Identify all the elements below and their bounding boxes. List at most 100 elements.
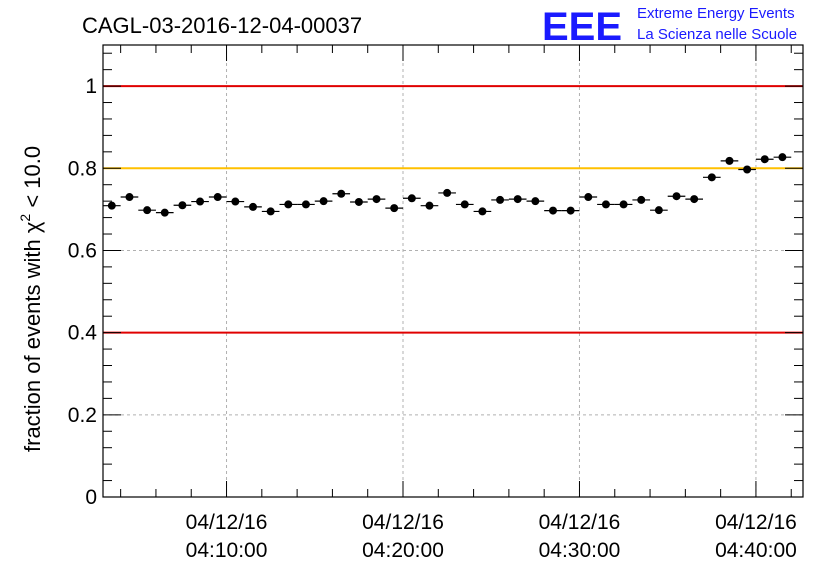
y-tick-label: 0 <box>85 486 97 509</box>
data-point <box>455 200 474 209</box>
chart-title: CAGL-03-2016-12-04-00037 <box>82 13 362 38</box>
point-marker <box>619 200 628 209</box>
data-point <box>191 197 209 206</box>
data-point <box>103 201 121 210</box>
data-point <box>279 200 298 209</box>
point-marker <box>707 173 716 182</box>
data-point <box>526 197 545 206</box>
x-tick-time: 04:40:00 <box>715 539 797 562</box>
logo-line-2: La Scienza nelle Scuole <box>637 26 797 43</box>
data-points <box>103 153 792 217</box>
point-marker <box>743 165 752 174</box>
data-point <box>720 156 739 165</box>
data-point <box>420 201 439 210</box>
point-marker <box>443 188 452 197</box>
y-tick-label: 0.6 <box>68 239 97 262</box>
point-marker <box>566 206 575 215</box>
x-tick-date: 04/12/16 <box>186 511 268 534</box>
data-point <box>261 207 280 216</box>
point-marker <box>549 206 557 215</box>
data-point <box>491 195 509 204</box>
point-marker <box>407 194 416 203</box>
y-tick-label: 1 <box>85 75 97 98</box>
x-axis-ticks: 04/12/16 04:10:00 04/12/16 04:20:00 04/12/16… <box>120 45 797 562</box>
data-point <box>138 206 156 215</box>
data-point <box>473 207 492 216</box>
y-axis-title-main: fraction of events with χ <box>20 221 45 452</box>
y-tick-label: 0.2 <box>68 404 97 427</box>
data-point <box>508 195 527 204</box>
point-marker <box>601 200 610 209</box>
data-point <box>685 195 703 204</box>
grid-lines <box>103 45 803 497</box>
data-point <box>597 200 615 209</box>
point-marker <box>196 197 205 206</box>
point-marker <box>390 204 399 213</box>
eee-logo: EEE Extreme Energy Events La Scienza nel… <box>542 5 797 49</box>
point-marker <box>478 207 487 216</box>
point-marker <box>107 201 116 210</box>
data-point <box>544 206 562 215</box>
data-point <box>120 193 139 202</box>
point-marker <box>760 155 769 164</box>
data-point <box>738 165 756 174</box>
plot-frame <box>102 44 804 498</box>
data-point <box>173 201 192 210</box>
point-marker <box>425 201 434 210</box>
x-tick-time: 04:20:00 <box>362 539 444 562</box>
point-marker <box>531 197 540 206</box>
data-point <box>561 206 580 215</box>
point-marker <box>337 189 346 198</box>
point-marker <box>249 202 257 211</box>
data-point <box>208 193 227 202</box>
point-marker <box>231 197 240 206</box>
x-tick-date: 04/12/16 <box>362 511 444 534</box>
data-point <box>350 197 368 206</box>
point-marker <box>637 195 646 204</box>
data-point <box>314 197 333 206</box>
y-tick-label: 0.8 <box>68 157 97 180</box>
data-point <box>155 208 174 217</box>
data-point <box>332 189 351 198</box>
point-marker <box>460 200 469 209</box>
point-marker <box>266 207 275 216</box>
data-point <box>632 195 651 204</box>
data-point <box>297 200 315 209</box>
point-marker <box>178 201 187 210</box>
data-point <box>438 188 456 197</box>
point-marker <box>725 156 734 165</box>
y-axis-ticks: 0 0.2 0.4 0.6 0.8 1 <box>68 52 803 509</box>
point-marker <box>778 153 787 162</box>
point-marker <box>496 195 505 204</box>
data-point <box>703 173 721 182</box>
data-point <box>403 194 421 203</box>
point-marker <box>372 195 381 204</box>
logo-line-1: Extreme Energy Events <box>637 5 795 22</box>
x-tick-date: 04/12/16 <box>539 511 621 534</box>
point-marker <box>690 195 699 204</box>
point-marker <box>654 206 663 215</box>
data-point <box>773 153 792 162</box>
x-tick-date: 04/12/16 <box>715 511 797 534</box>
data-point <box>614 200 633 209</box>
point-marker <box>513 195 522 204</box>
data-point <box>367 195 386 204</box>
point-marker <box>672 192 681 201</box>
data-point <box>385 204 403 213</box>
x-tick-time: 04:30:00 <box>539 539 621 562</box>
point-marker <box>160 208 169 217</box>
data-point <box>244 202 262 211</box>
data-point <box>579 193 598 202</box>
data-point <box>650 206 668 215</box>
y-axis-title: fraction of events with χ2 < 10.0 <box>17 146 45 452</box>
point-marker <box>584 193 593 202</box>
logo-text: EEE <box>542 5 622 49</box>
y-axis-title-sup: 2 <box>17 214 33 222</box>
data-point <box>755 155 774 164</box>
point-marker <box>354 197 363 206</box>
point-marker <box>301 200 310 209</box>
y-tick-label: 0.4 <box>68 322 98 345</box>
data-point <box>667 192 686 201</box>
data-point <box>226 197 245 206</box>
y-axis-title-tail: < 10.0 <box>20 146 45 214</box>
